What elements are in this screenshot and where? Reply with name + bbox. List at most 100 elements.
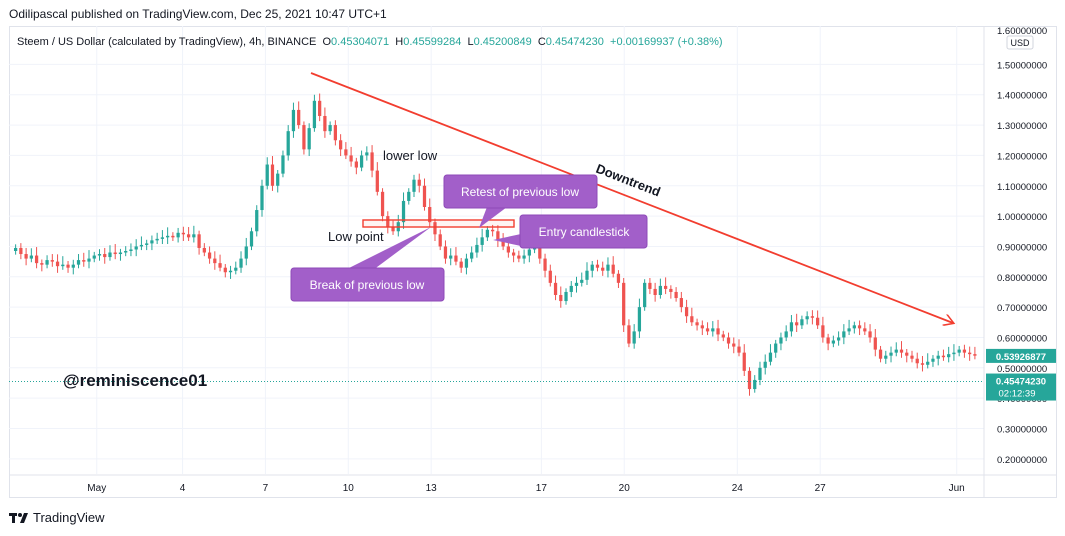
candlestick [260,179,264,217]
candle-body [61,264,65,267]
candle-body [889,352,893,356]
legend-change: +0.00169937 (+0.38%) [610,36,723,48]
candle-body [307,128,311,150]
y-tick-label: 0.20000000 [997,455,1047,466]
candlestick [92,251,96,263]
candlestick [401,192,406,229]
candlestick [517,250,521,263]
candle-body [417,179,421,186]
break-callout-box[interactable] [290,267,445,302]
legend-o-value: 0.45304071 [331,36,395,48]
candlestick [705,322,710,336]
candle-body [108,252,112,258]
candle-body [905,352,909,356]
marker-price-tag [986,348,1056,363]
candlestick [669,285,673,299]
candlestick [344,142,348,160]
candlestick [118,248,123,261]
candle-body [789,322,794,332]
currency-badge-box[interactable] [1006,35,1034,50]
candle-body [82,260,86,262]
candle-body [113,252,117,255]
candle-body [118,252,123,255]
candle-body [354,161,358,168]
candle-body [218,263,222,268]
candlestick [386,211,390,234]
candlestick [611,256,615,278]
candlestick [643,279,647,311]
tradingview-footer[interactable]: TradingView [9,510,105,525]
candle-body [805,316,809,320]
candlestick [19,243,23,260]
x-tick-label: 24 [732,483,744,494]
candlestick [166,227,170,245]
x-tick-label: Jun [949,483,965,494]
candle-body [29,255,33,259]
downtrend-line[interactable] [310,72,953,323]
candlestick [726,332,731,349]
candlestick [774,339,778,358]
candle-body [962,349,967,353]
candlestick [234,261,238,275]
candlestick [915,352,919,369]
candle-body [968,352,972,355]
candlestick [281,150,285,178]
candlestick [407,188,411,205]
candlestick [239,251,243,273]
entry-callout-box[interactable] [519,214,648,249]
candlestick [176,227,180,243]
candle-body [894,349,898,353]
y-tick-label: 0.30000000 [997,424,1047,435]
candlestick [926,353,930,369]
candlestick [648,278,652,295]
candle-body [559,294,563,302]
candlestick-chart[interactable]: Downtrend lower low Low point Retest of pre… [9,26,1057,498]
candlestick [627,319,631,348]
candlestick [359,150,364,172]
candlestick [103,247,107,264]
x-tick-label: 10 [343,483,355,494]
retest-callout-label: Retest of previous low [461,185,579,199]
candle-body [176,232,180,238]
candle-body [852,325,856,329]
candle-body [401,200,406,223]
candle-body [281,155,285,174]
candle-body [464,258,469,268]
candle-body [663,285,668,289]
lower-low-label: lower low [383,148,438,163]
candlestick [543,253,547,278]
candlestick [831,335,835,348]
candle-body [449,255,453,259]
candle-body [155,238,159,241]
candle-body [742,352,746,371]
candlestick [753,375,757,393]
candlestick [323,107,327,138]
candle-body [192,234,196,238]
candlestick [365,146,369,161]
candlestick [601,261,605,276]
candlestick [905,348,909,363]
chart-frame [9,26,1057,498]
candle-body [700,325,704,329]
candle-body [160,237,165,239]
candle-body [485,229,490,238]
candlestick [50,254,54,267]
candle-body [422,185,427,208]
candle-body [92,255,96,259]
candle-body [496,231,500,241]
y-tick-label: 1.00000000 [997,212,1047,223]
retest-callout-box[interactable] [443,174,598,209]
legend-h-value: 0.45599284 [403,36,467,48]
candlestick [375,162,379,196]
candle-body [810,316,815,318]
previous-low-zone[interactable] [362,219,515,228]
candle-body [171,235,175,238]
candle-body [795,322,799,326]
candlestick [134,239,138,257]
candlestick [574,276,579,293]
candle-body [878,349,883,359]
publisher-line: Odilipascal published on TradingView.com… [9,7,387,21]
y-tick-label: 1.10000000 [997,182,1047,193]
candle-body [779,337,783,344]
candlestick [968,346,972,361]
